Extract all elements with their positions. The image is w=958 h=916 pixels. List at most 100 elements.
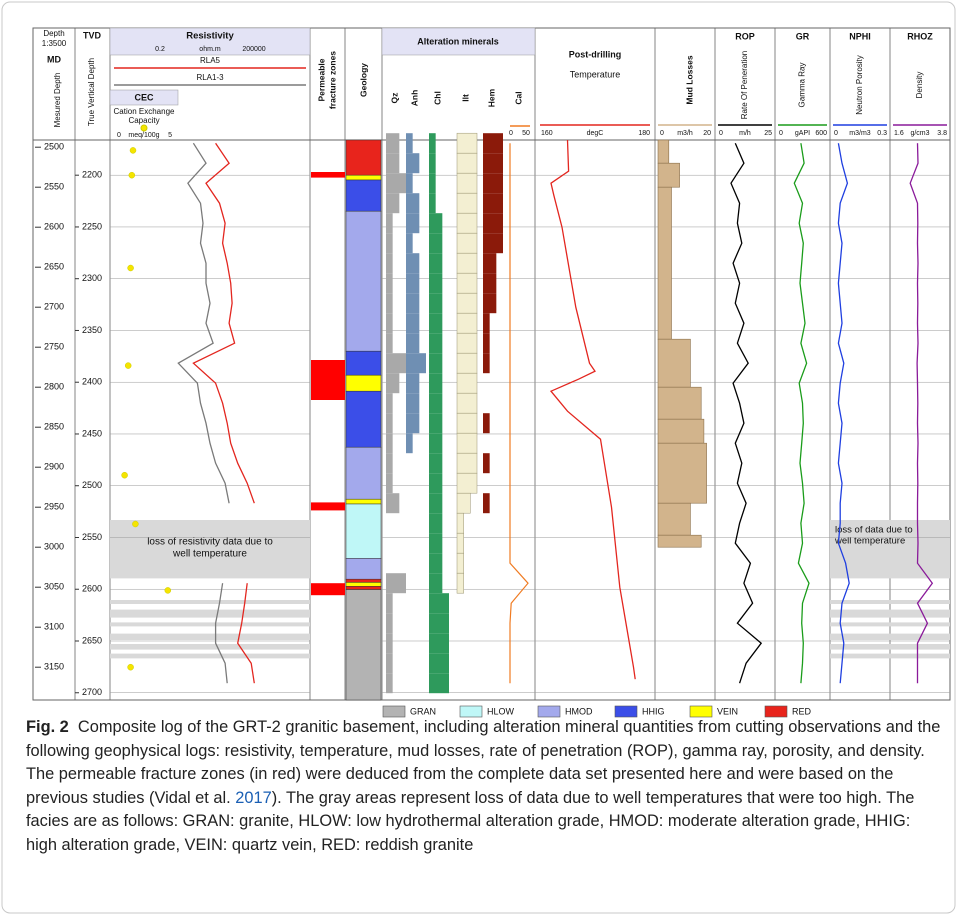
label: Chl <box>432 91 442 105</box>
cec-point <box>127 663 134 671</box>
label: m3/m3 <box>849 130 871 137</box>
loss-label: well temperature <box>834 536 905 547</box>
md-tick-label: 2750 <box>44 342 64 352</box>
resistivity-curve <box>192 142 255 684</box>
md-tick-label: 2950 <box>44 502 64 512</box>
geology-interval <box>345 390 382 448</box>
label: 0 <box>719 130 723 137</box>
geology-interval <box>345 174 382 181</box>
mineral-bar <box>429 193 436 214</box>
loss-zone <box>830 644 950 650</box>
label: Post-drilling <box>569 49 622 59</box>
legend-entry: HMOD <box>565 706 593 716</box>
log-frame <box>32 27 951 701</box>
label: Depth <box>43 29 64 38</box>
cec-point <box>124 362 132 369</box>
label: Rate Of Peneration <box>740 51 749 119</box>
mineral-bar <box>456 532 464 554</box>
cec-point <box>132 520 139 528</box>
label: 0.2 <box>155 46 165 53</box>
label: RHOZ <box>907 31 933 41</box>
log-curve <box>837 143 850 684</box>
mineral-bar <box>456 552 464 574</box>
label: NPHI <box>849 31 871 41</box>
label: Mesured Depth <box>53 73 62 128</box>
label: CEC <box>134 92 154 102</box>
mineral-bar <box>429 373 443 394</box>
mineral-bar <box>386 613 393 634</box>
mud-loss-bar <box>657 418 705 444</box>
mineral-bar <box>456 492 471 514</box>
label: Alteration minerals <box>417 36 499 46</box>
mud-loss-bar <box>657 502 691 536</box>
cec-point <box>127 264 134 272</box>
mineral-bar <box>386 673 393 694</box>
mineral-bar <box>429 273 443 294</box>
geology-interval <box>345 210 382 352</box>
mineral-bar <box>483 193 503 214</box>
label: ohm.m <box>199 46 221 53</box>
mineral-bar <box>386 493 400 514</box>
mineral-bar <box>483 233 503 254</box>
label: 50 <box>522 130 530 137</box>
mineral-bar <box>483 313 490 334</box>
loss-zone <box>830 633 950 640</box>
label: Qz <box>389 93 399 104</box>
mineral-bar <box>429 613 449 634</box>
label: 1:3500 <box>42 39 67 48</box>
mineral-bar <box>429 293 443 314</box>
md-tick-label: 3150 <box>44 662 64 672</box>
tvd-tick-label: 2550 <box>82 532 102 542</box>
geology-interval <box>345 446 382 500</box>
mineral-bar <box>429 333 443 354</box>
mineral-bar <box>429 213 443 234</box>
mud-loss-bar <box>657 186 672 340</box>
label: Resistivity <box>186 31 234 42</box>
loss-zone <box>110 644 310 650</box>
label: meq/100g <box>128 132 159 139</box>
mineral-bar <box>406 353 426 374</box>
legend-entry: RED <box>792 706 812 716</box>
mineral-bar <box>456 352 478 374</box>
mineral-bar <box>406 253 420 274</box>
tvd-tick-label: 2200 <box>82 170 102 180</box>
tvd-tick-label: 2700 <box>82 687 102 697</box>
header-box <box>109 27 311 56</box>
mineral-bar <box>406 393 420 414</box>
mineral-bar <box>386 293 393 314</box>
mud-loss-bar <box>657 139 670 164</box>
mineral-bar <box>386 413 393 434</box>
tvd-tick-label: 2300 <box>82 273 102 283</box>
mineral-bar <box>456 372 478 394</box>
mineral-bar <box>456 152 478 174</box>
mineral-bar <box>406 173 413 194</box>
mineral-bar <box>429 393 443 414</box>
md-tick-label: 2850 <box>44 422 64 432</box>
cec-point <box>129 147 137 154</box>
label: 0.3 <box>877 130 887 137</box>
mineral-bar <box>483 453 490 474</box>
caption-text: ). The gray areas represent loss of data… <box>26 788 915 854</box>
md-tick-label: 2500 <box>44 142 64 152</box>
md-tick-label: 2550 <box>44 182 64 192</box>
fracture-zone <box>311 502 345 511</box>
mineral-bar <box>429 233 443 254</box>
label: TVD <box>83 30 102 40</box>
mineral-bar <box>386 133 400 154</box>
mineral-bar <box>429 673 449 694</box>
mineral-bar <box>429 173 436 194</box>
geology-interval <box>345 498 382 505</box>
mineral-bar <box>483 493 490 514</box>
mineral-bar <box>406 293 420 314</box>
mineral-bar <box>456 212 478 234</box>
loss-zone <box>830 609 950 618</box>
tvd-tick-label: 2400 <box>82 377 102 387</box>
mineral-bar <box>429 593 449 614</box>
mineral-bar <box>406 433 413 454</box>
mineral-bar <box>429 313 443 334</box>
legend-swatch <box>689 705 713 718</box>
citation-link[interactable]: 2017 <box>235 788 272 807</box>
mineral-bar <box>406 313 420 334</box>
mineral-bar <box>483 153 503 174</box>
